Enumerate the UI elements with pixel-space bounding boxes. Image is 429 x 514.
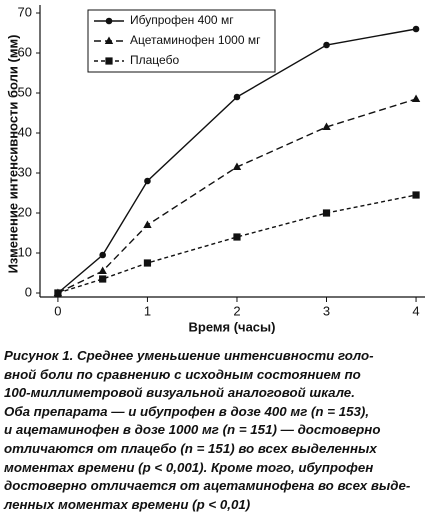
series-line	[57, 28, 417, 294]
marker	[104, 36, 114, 44]
caption-line: отличаются от плацебо (n = 151) во всех …	[4, 440, 377, 456]
marker	[323, 41, 330, 49]
marker	[144, 177, 151, 185]
caption-line: вной боли по сравнению с исходным состоя…	[4, 366, 361, 382]
marker	[105, 57, 113, 65]
marker	[322, 122, 331, 130]
x-tick-label: 4	[412, 303, 419, 318]
x-axis-label: Время (часы)	[189, 319, 276, 334]
caption-line: 100-миллиметровой визуальной аналоговой …	[4, 385, 355, 401]
caption-line: Оба препарата — и ибупрофен в дозе 400 м…	[4, 403, 370, 419]
x-tick-label: 1	[144, 303, 151, 318]
y-tick-label: 10	[18, 244, 32, 259]
caption-line: моментах времени (p < 0,001). Кроме того…	[4, 459, 374, 475]
series-line	[57, 194, 417, 294]
x-tick-label: 3	[323, 303, 330, 318]
caption-line: достоверно отличается от ацетаминофена в…	[4, 478, 411, 494]
x-tick-label: 0	[54, 303, 61, 318]
y-tick-label: 20	[18, 204, 32, 219]
marker	[233, 233, 241, 241]
legend-label: Плацебо	[130, 53, 179, 67]
caption: Рисунок 1. Среднее уменьшение интенсивно…	[4, 347, 427, 514]
y-tick-label: 60	[18, 44, 32, 59]
legend-label: Ацетаминофен 1000 мг	[130, 33, 261, 47]
marker	[232, 162, 242, 170]
marker	[98, 266, 107, 274]
marker	[54, 289, 62, 297]
caption-line: ленных моментах времени (p < 0,01)	[4, 496, 251, 512]
series-line	[57, 98, 417, 294]
marker	[99, 251, 106, 259]
y-tick-label: 0	[25, 284, 32, 299]
caption-line: и ацетаминофен в дозе 1000 мг (n = 151) …	[4, 422, 381, 438]
marker	[143, 220, 152, 228]
marker	[105, 17, 113, 25]
x-tick-label: 2	[233, 303, 240, 318]
y-tick-label: 70	[18, 4, 32, 19]
y-tick-label: 40	[18, 124, 32, 139]
marker	[322, 209, 331, 217]
marker	[99, 275, 107, 283]
y-tick-label: 30	[18, 164, 32, 179]
marker	[412, 25, 420, 33]
caption-line: Рисунок 1. Среднее уменьшение интенсивно…	[4, 348, 374, 363]
marker	[412, 191, 420, 199]
y-tick-label: 50	[18, 84, 32, 99]
marker	[233, 93, 241, 101]
marker	[143, 259, 152, 267]
legend-label: Ибупрофен 400 мг	[130, 13, 234, 27]
y-axis-label: Изменение интенсивности боли (мм)	[5, 35, 20, 274]
chart: Изменение интенсивности боли (мм) Время …	[5, 4, 425, 334]
marker	[411, 94, 421, 102]
